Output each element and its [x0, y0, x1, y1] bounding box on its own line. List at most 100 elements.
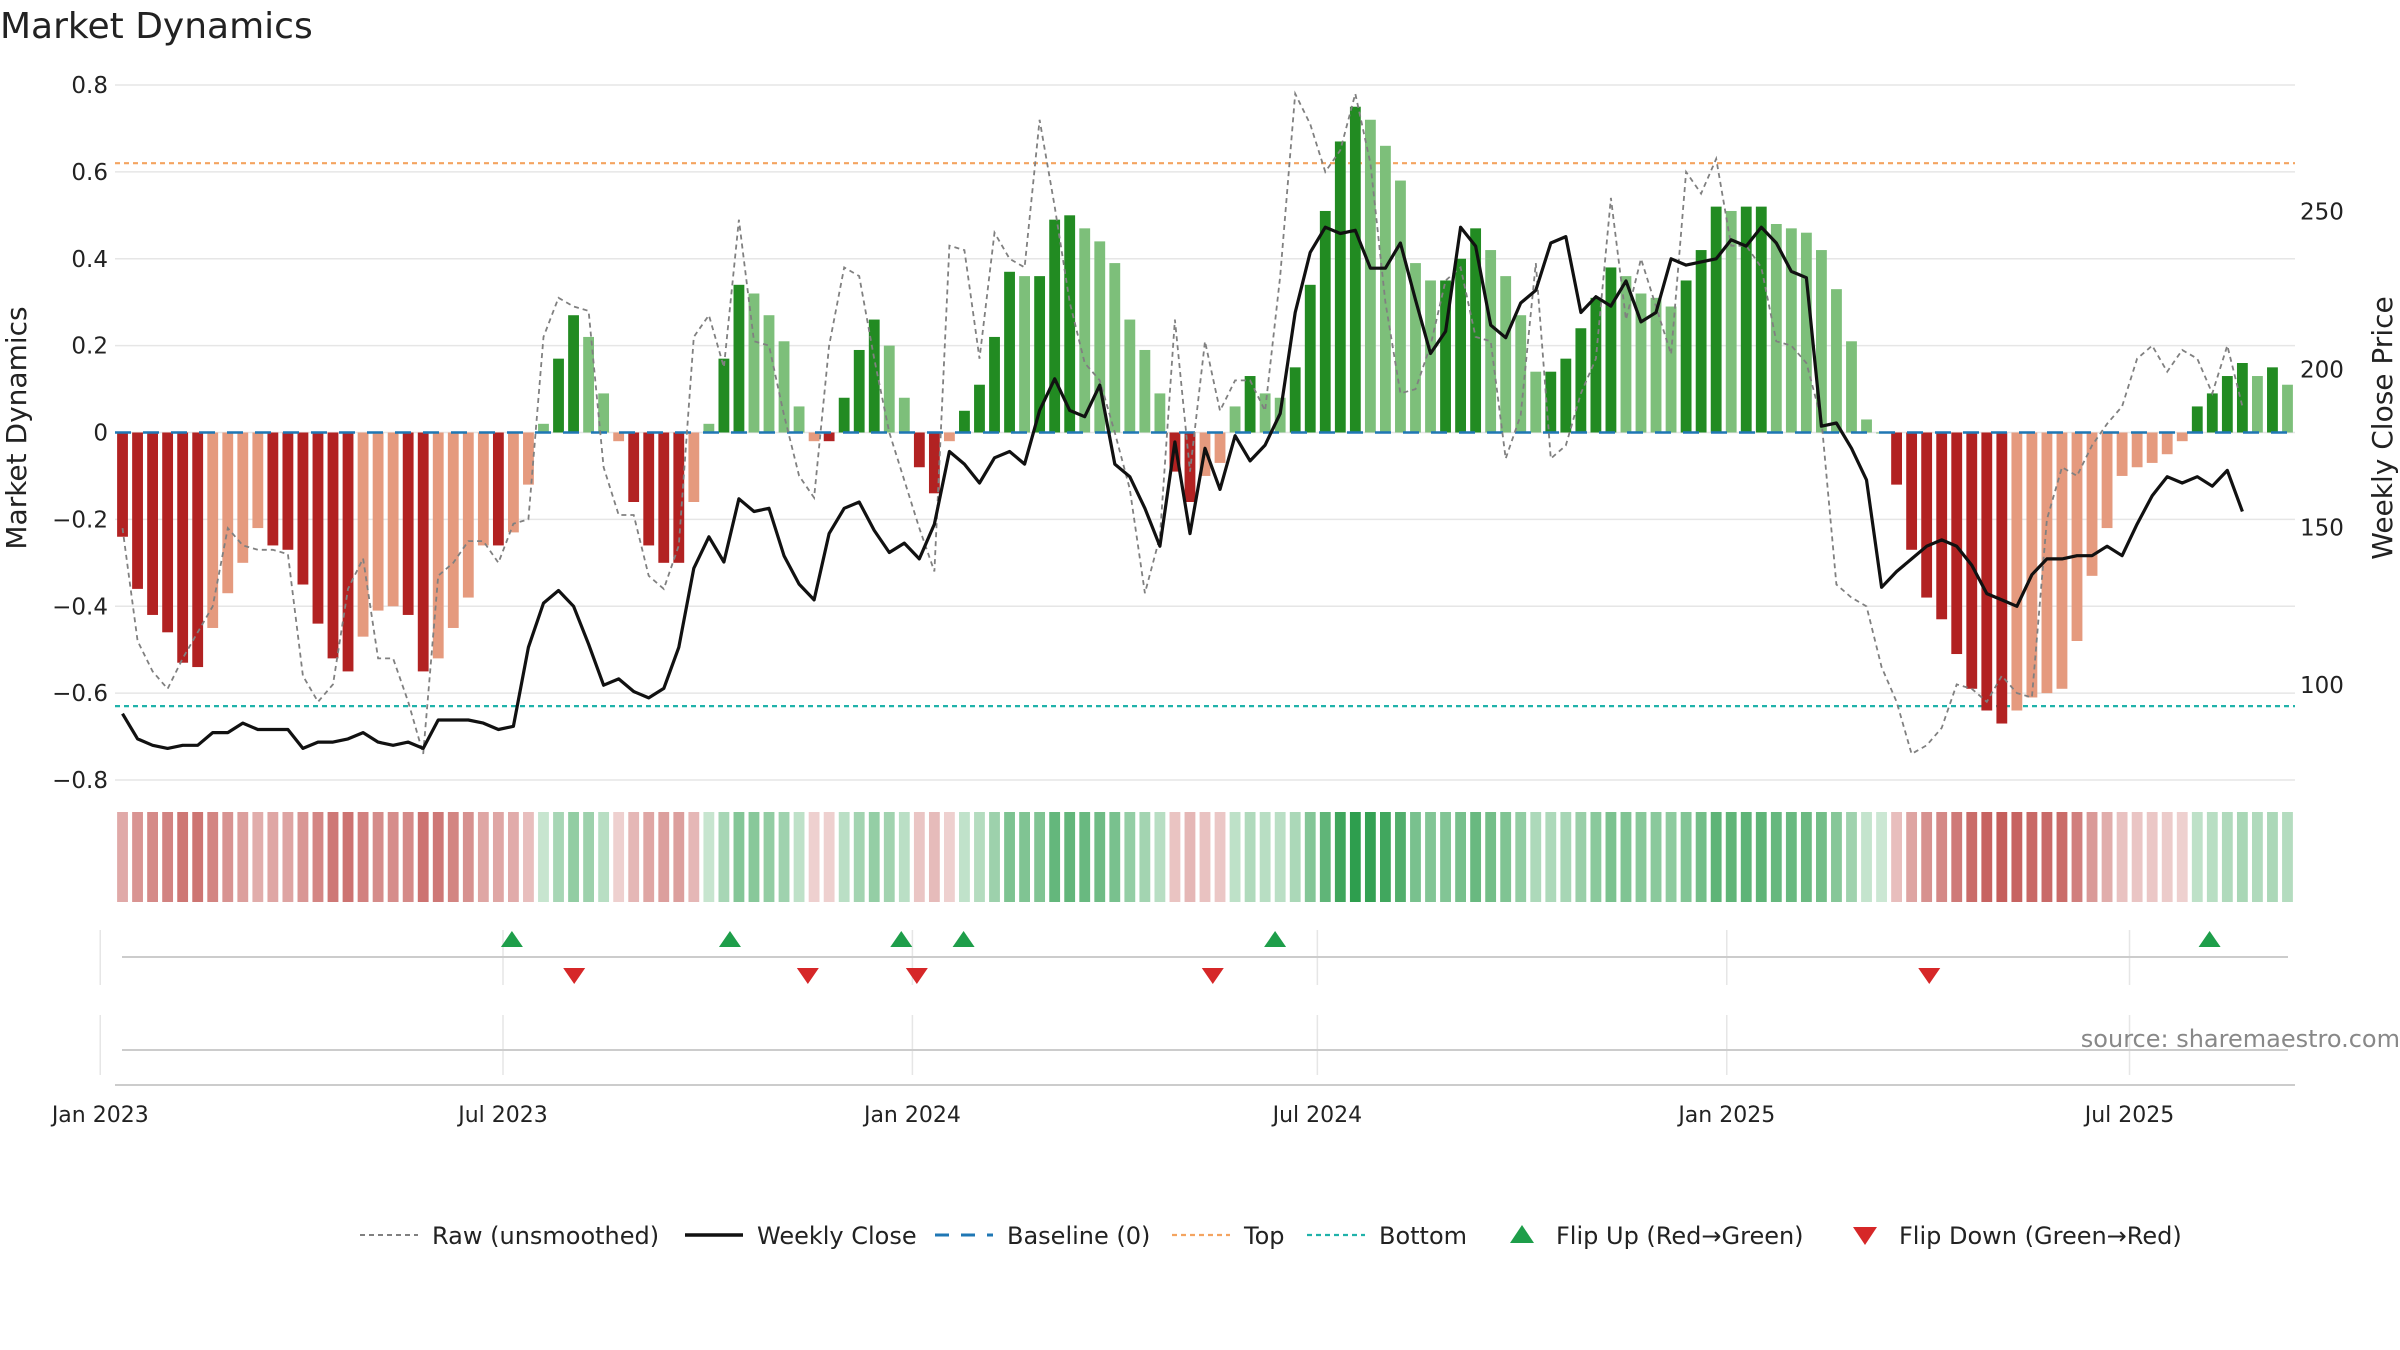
bar	[1154, 393, 1166, 433]
regime-cell	[538, 812, 549, 902]
bar	[357, 432, 369, 637]
legend-item: Flip Up (Red→Green)	[1510, 1222, 1804, 1250]
regime-cell	[1966, 812, 1978, 902]
bar	[703, 423, 715, 433]
bar	[1680, 280, 1692, 433]
legend-label: Top	[1243, 1222, 1285, 1250]
regime-cell	[372, 812, 384, 902]
bar	[989, 336, 1000, 433]
regime-cell	[1635, 812, 1647, 902]
bar	[447, 432, 459, 628]
regime-cell	[1620, 812, 1632, 902]
flip-up-marker	[952, 931, 975, 947]
y-axis-label-left: Market Dynamics	[0, 306, 33, 549]
bar	[1485, 250, 1497, 433]
regime-cell	[808, 812, 820, 902]
bar	[417, 432, 429, 672]
regime-cell	[1800, 812, 1812, 902]
bar	[553, 358, 564, 433]
x-tick-label: Jan 2023	[50, 1103, 149, 1128]
regime-cell	[492, 812, 504, 902]
regime-cell	[312, 812, 324, 902]
regime-cell	[928, 812, 940, 902]
bar	[583, 336, 594, 433]
bar	[1304, 284, 1316, 433]
bar	[508, 432, 519, 533]
regime-cell	[553, 812, 564, 902]
regime-cell	[1485, 812, 1497, 902]
source-note: source: sharemaestro.com	[2081, 1025, 2400, 1053]
y-tick-label-left: 0.2	[71, 334, 108, 360]
regime-cell	[297, 812, 309, 902]
regime-cell	[1770, 812, 1782, 902]
regime-cell	[1440, 812, 1451, 902]
bar	[718, 358, 730, 433]
bar	[1831, 289, 1842, 433]
regime-cell	[974, 812, 985, 902]
bar	[297, 432, 309, 585]
flip-up-marker	[718, 931, 741, 947]
regime-cell	[2116, 812, 2128, 902]
weekly-close-line	[121, 225, 2244, 751]
bar	[959, 410, 970, 433]
bar	[1906, 432, 1918, 550]
regime-cell	[2131, 812, 2143, 902]
bar	[1425, 280, 1436, 433]
empty-panel	[99, 1015, 2288, 1075]
bar	[823, 432, 835, 442]
y-tick-label-left: −0.8	[52, 768, 108, 794]
bar	[1349, 106, 1361, 433]
x-axis: Jan 2023 Jul 2023 Jan 2024 Jul 2024 Jan 2025…	[50, 1084, 2295, 1128]
regime-cell	[2236, 812, 2248, 902]
regime-cell	[1395, 812, 1406, 902]
regime-cell	[1891, 812, 1902, 902]
regime-cell	[1695, 812, 1707, 902]
bar	[222, 432, 234, 594]
bar	[1515, 315, 1527, 433]
bar	[1214, 432, 1226, 463]
bar	[613, 432, 625, 442]
regime-cell	[282, 812, 294, 902]
y-tick-label-left: 0	[93, 421, 108, 447]
bar	[2041, 432, 2053, 694]
bar	[387, 432, 399, 607]
regime-cell	[1079, 812, 1091, 902]
regime-cell	[1936, 812, 1948, 902]
regime-cell	[1906, 812, 1918, 902]
regime-cell	[1846, 812, 1857, 902]
regime-cell	[868, 812, 880, 902]
legend-flip-down-marker	[1853, 1227, 1877, 1245]
regime-cell	[913, 812, 925, 902]
bar	[838, 397, 850, 433]
bar	[207, 432, 219, 628]
regime-cell	[1951, 812, 1963, 902]
regime-cell	[1319, 812, 1331, 902]
bar	[763, 315, 775, 433]
y-tick-label-right: 250	[2300, 199, 2344, 225]
y-tick-label-left: −0.6	[52, 681, 108, 707]
reference-lines	[115, 162, 2295, 708]
bar	[1846, 341, 1857, 433]
legend-item: Weekly Close	[685, 1222, 917, 1250]
regime-cell	[583, 812, 594, 902]
regime-cell	[1139, 812, 1151, 902]
regime-cell	[342, 812, 354, 902]
regime-cell	[117, 812, 128, 902]
bar	[1470, 228, 1482, 433]
regime-cell	[1515, 812, 1527, 902]
regime-cell	[1169, 812, 1181, 902]
regime-cell	[252, 812, 264, 902]
bar	[2267, 367, 2278, 433]
regime-cell	[1785, 812, 1797, 902]
regime-cell	[2146, 812, 2158, 902]
regime-cell	[718, 812, 730, 902]
regime-cell	[523, 812, 534, 902]
bar	[252, 432, 264, 529]
chart-title: Market Dynamics	[0, 6, 313, 47]
bar	[2221, 376, 2233, 433]
regime-cell	[1019, 812, 1030, 902]
bar	[1665, 306, 1677, 433]
bar	[2131, 432, 2143, 468]
bar	[868, 319, 880, 433]
bar	[117, 432, 128, 537]
